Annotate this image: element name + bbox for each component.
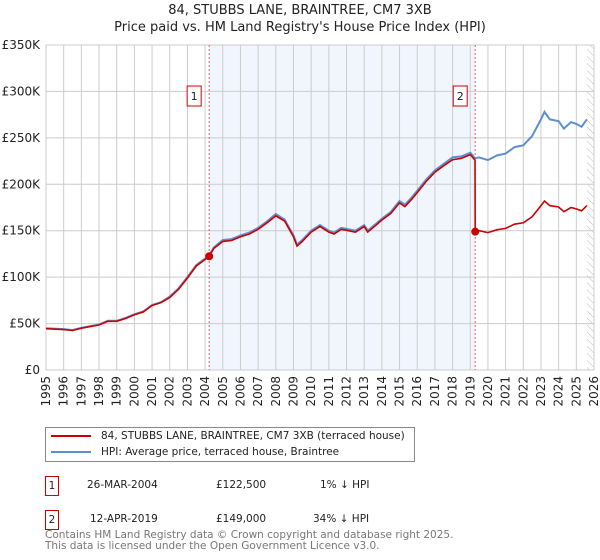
future-hatch (586, 45, 594, 370)
x-tick-label: 2021 (499, 376, 513, 407)
x-tick-label: 2004 (198, 376, 212, 407)
x-tick-label: 2017 (428, 376, 442, 407)
x-tick-label: 2018 (446, 376, 460, 407)
y-tick-label: £100K (2, 270, 42, 284)
x-tick-label: 1998 (92, 376, 106, 407)
legend-label: 84, STUBBS LANE, BRAINTREE, CM7 3XB (ter… (101, 430, 405, 442)
x-tick-label: 2003 (180, 376, 194, 407)
sale-hpi-diff: 1% ↓ HPI (320, 479, 370, 491)
y-tick-label: £300K (2, 84, 42, 98)
plot-area: 1995 1996 1997 1998 1999 2000 2001 2002 2003 2004… (2, 38, 600, 407)
x-tick-label: 2010 (304, 376, 318, 407)
x-tick-label: 2014 (375, 376, 389, 407)
y-tick-label: £50K (9, 317, 41, 331)
footer-line: This data is licensed under the Open Gov… (45, 540, 380, 552)
y-tick-label: £200K (2, 177, 42, 191)
y-tick-label: £350K (2, 38, 42, 52)
x-tick-label: 2022 (516, 376, 530, 407)
legend-label: HPI: Average price, terraced house, Brai… (101, 446, 340, 458)
x-tick-label: 2011 (322, 376, 336, 407)
x-tick-label: 2006 (233, 376, 247, 407)
x-tick-label: 2005 (216, 376, 230, 407)
x-tick-label: 1995 (39, 376, 53, 407)
sale-point (205, 252, 214, 261)
legend-swatch-blue (51, 451, 91, 453)
chart-title: 84, STUBBS LANE, BRAINTREE, CM7 3XB (168, 3, 432, 18)
sale-label: 2 (457, 90, 464, 103)
legend: 84, STUBBS LANE, BRAINTREE, CM7 3XB (ter… (45, 427, 415, 462)
sale-date: 26-MAR-2004 (87, 479, 158, 491)
x-tick-label: 2001 (145, 376, 159, 407)
x-tick-label: 2013 (357, 376, 371, 407)
y-tick-label: £0 (25, 363, 40, 377)
x-tick-label: 2020 (481, 376, 495, 407)
sale-date: 12-APR-2019 (90, 513, 158, 525)
sale-price: £122,500 (216, 479, 267, 491)
sale-point (471, 227, 480, 236)
legend-item-property: 84, STUBBS LANE, BRAINTREE, CM7 3XB (ter… (51, 428, 405, 444)
sale-price: £149,000 (216, 513, 267, 525)
y-tick-label: £150K (2, 224, 42, 238)
sale-label-box (186, 85, 202, 107)
x-tick-label: 2024 (552, 376, 566, 407)
x-tick-label: 2019 (463, 376, 477, 407)
y-tick-label: £250K (2, 131, 42, 145)
footer-note: Contains HM Land Registry data © Crown c… (45, 530, 453, 552)
chart-subtitle: Price paid vs. HM Land Registry's House … (114, 20, 486, 35)
x-tick-label: 2000 (127, 376, 141, 407)
x-tick-label: 1999 (110, 376, 124, 407)
sale-marker-badge: 1 (45, 476, 59, 496)
property-price-line (45, 153, 588, 332)
x-tick-label: 1996 (57, 376, 71, 407)
x-tick-label: 2015 (393, 376, 407, 407)
footer-line: Contains HM Land Registry data © Crown c… (45, 529, 454, 541)
sale-hpi-diff: 34% ↓ HPI (313, 513, 370, 525)
x-tick-label: 2008 (269, 376, 283, 407)
x-tick-label: 2016 (410, 376, 424, 407)
x-tick-label: 1997 (74, 376, 88, 407)
x-tick-label: 2026 (587, 376, 600, 407)
x-tick-label: 2007 (251, 376, 265, 407)
x-tick-label: 2009 (286, 376, 300, 407)
x-tick-label: 2012 (340, 376, 354, 407)
legend-item-hpi: HPI: Average price, terraced house, Brai… (51, 444, 339, 460)
sale-marker-badge: 2 (45, 510, 59, 530)
x-tick-label: 2023 (534, 376, 548, 407)
sale-label: 1 (191, 90, 198, 103)
legend-swatch-red (51, 435, 91, 437)
sale-label-box (452, 85, 468, 107)
x-tick-label: 2002 (163, 376, 177, 407)
ownership-period-shade (209, 45, 476, 370)
x-tick-label: 2025 (569, 376, 583, 407)
